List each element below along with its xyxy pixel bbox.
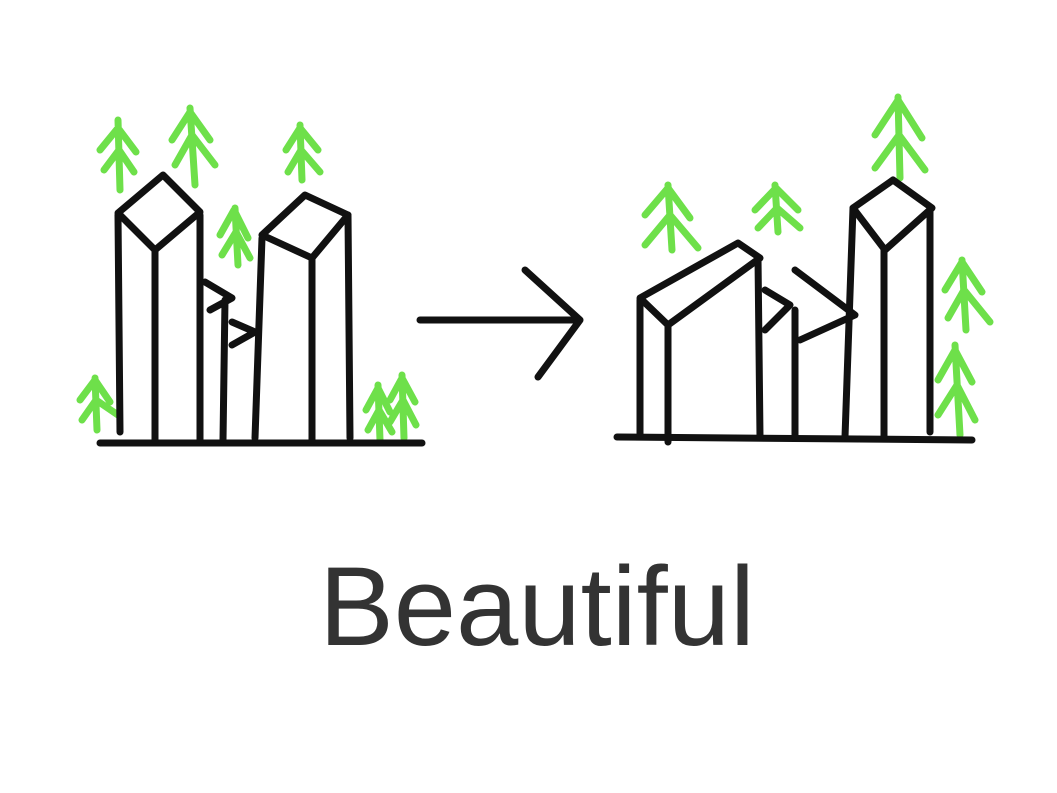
right-sketch bbox=[613, 93, 994, 446]
caption: Beautiful bbox=[319, 544, 755, 669]
arrow bbox=[416, 266, 584, 381]
left-buildings bbox=[96, 171, 426, 447]
right-trees bbox=[641, 93, 994, 439]
left-sketch bbox=[76, 104, 426, 447]
right-buildings bbox=[613, 176, 976, 446]
left-trees bbox=[76, 104, 420, 444]
